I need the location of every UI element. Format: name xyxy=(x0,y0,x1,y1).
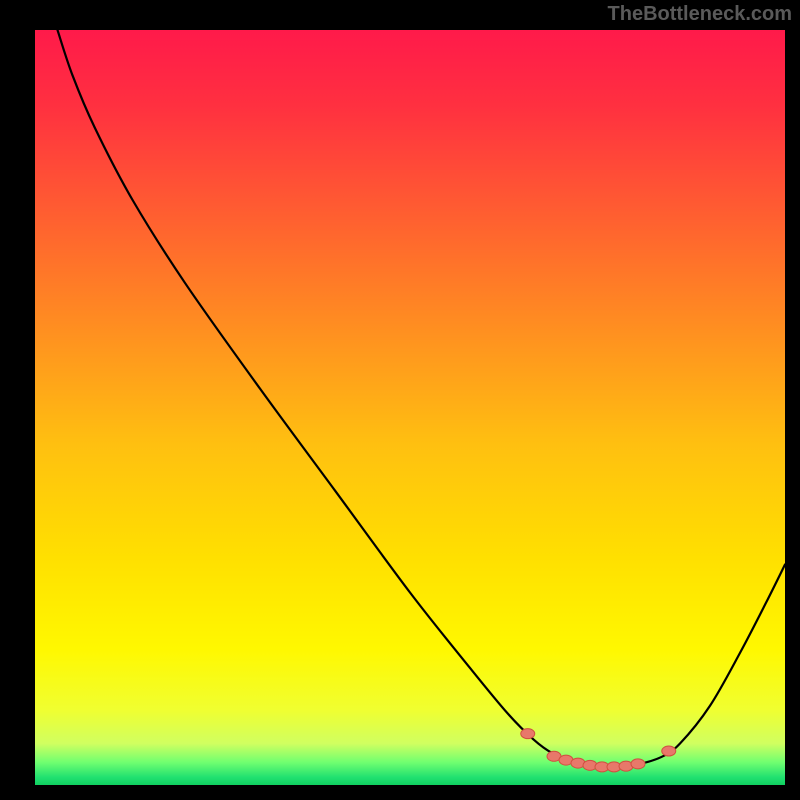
marker-point xyxy=(631,759,645,769)
chart-svg xyxy=(35,30,785,785)
chart-container: TheBottleneck.com xyxy=(0,0,800,800)
plot-area xyxy=(35,30,785,785)
marker-point xyxy=(662,746,676,756)
marker-point xyxy=(521,729,535,739)
watermark-text: TheBottleneck.com xyxy=(608,3,792,26)
gradient-background xyxy=(35,30,785,785)
